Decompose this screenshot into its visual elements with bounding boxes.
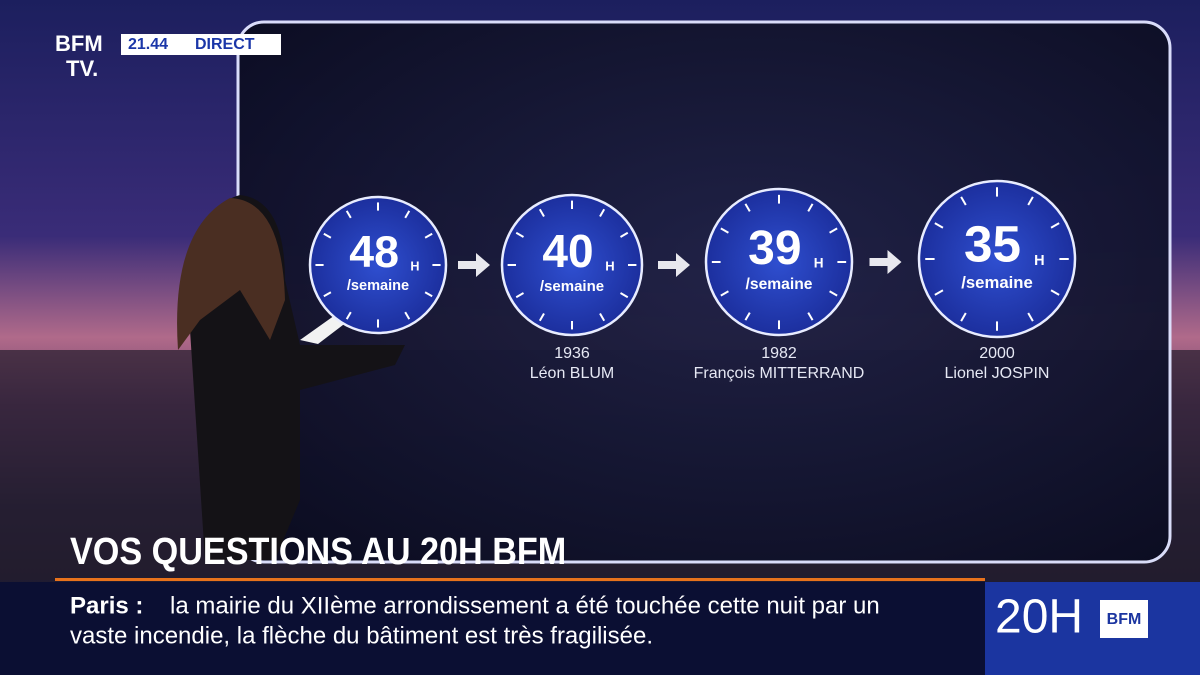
clock-tick [829,290,838,297]
clock-tick [807,203,814,212]
brand-box [1100,600,1148,638]
arrow [869,250,902,274]
clock-tick [515,231,525,238]
live-box [121,34,281,55]
clock-face [500,193,644,337]
clock-tick [404,311,411,320]
clock-per: /semaine [540,278,604,295]
clock-tick [515,292,525,299]
clock-tick [538,208,545,218]
arrow [658,253,690,277]
clock-name: François MITTERRAND [694,365,865,382]
clock-tick [404,210,411,219]
clock-time: 21.44 [128,36,168,53]
clock-tick [934,289,944,296]
clock-tick [960,312,967,322]
clock-face [308,195,448,335]
clock-tick [424,291,433,298]
clock-per: /semaine [961,273,1033,292]
clock-tick [345,311,352,320]
ticker-band [0,582,985,675]
program-brand: BFM [1107,611,1142,628]
clock-tick [599,312,606,322]
clock-tick [960,196,967,206]
clock-face [704,187,854,337]
presenter-hair [177,198,285,350]
ticker-line: vaste incendie, la flèche du bâtiment es… [70,622,653,649]
clock-tick [424,232,433,239]
clock-tick [1027,196,1034,206]
clock-tick [934,222,944,229]
clock-tick [345,210,352,219]
clock-tick [323,232,332,239]
clock-tick [744,203,751,212]
clock-per: /semaine [347,278,409,294]
clock-year: 1936 [554,345,590,362]
clock-tick [720,227,729,234]
clock-tick [538,312,545,322]
clock-year: 1982 [761,345,797,362]
clock-unit: H [410,259,419,273]
clock-name: Lionel JOSPIN [945,365,1050,382]
clock-tick [1050,289,1060,296]
program-box [985,582,1200,675]
ticker-place: Paris : [70,592,143,619]
clock-tick [807,312,814,321]
clock-hours: 40 [542,225,593,277]
logo-bottom: TV. [66,56,98,81]
clock-unit: H [605,258,614,273]
clock-tick [619,231,629,238]
clock-tick [829,227,838,234]
clock-per: /semaine [746,276,813,293]
clock-tick [1050,222,1060,229]
clock-face [917,179,1077,339]
clock-tick [1027,312,1034,322]
clock-hours: 35 [964,215,1021,272]
clock-tick [744,312,751,321]
program-show: 20H [995,591,1083,644]
clock-tick [323,291,332,298]
clock-unit: H [814,256,824,271]
clock-name: Léon BLUM [530,365,615,382]
clock-hours: 48 [349,228,399,277]
live-label: DIRECT [195,36,255,53]
clock-hours: 39 [748,222,801,275]
ticker-line: la mairie du XIIème arrondissement a été… [170,592,880,619]
clock-tick [720,290,729,297]
arrow [458,253,490,277]
logo-top: BFM [55,31,103,56]
clock-unit: H [1034,253,1044,269]
clock-year: 2000 [979,345,1015,362]
ticker-rule [55,578,985,581]
clock-tick [599,208,606,218]
headline: VOS QUESTIONS AU 20H BFM [70,529,566,572]
clock-tick [619,292,629,299]
